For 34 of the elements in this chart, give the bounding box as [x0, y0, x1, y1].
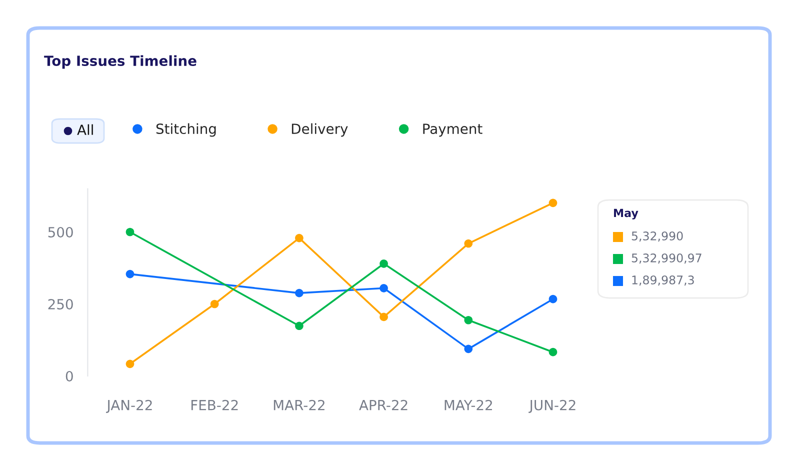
text: All: [77, 124, 93, 135]
point: [295, 322, 304, 330]
x-tick-label: JAN-22: [106, 400, 152, 413]
point: [295, 234, 304, 242]
point: [380, 260, 388, 268]
text: 5,32,990: [632, 231, 683, 242]
y-tick-label: 0: [66, 370, 73, 382]
x-tick-label: JUN-22: [528, 400, 576, 413]
point: [126, 270, 134, 278]
x-tick-label: MAR-22: [274, 400, 324, 410]
point: [126, 228, 134, 236]
point: [464, 316, 473, 324]
x-tick-label: APR-22: [359, 400, 408, 410]
legend-label: Payment: [423, 124, 482, 137]
point: [548, 198, 558, 208]
point: [548, 294, 558, 304]
x-tick-label: FEB-22: [191, 400, 238, 410]
chart-title: Top Issues Timeline: [44, 55, 196, 69]
y-tick-label: 500: [48, 226, 73, 238]
point: [380, 312, 388, 322]
text: May: [614, 208, 638, 220]
x-tick-label: MAY-22: [444, 400, 492, 410]
point: [464, 239, 473, 248]
text: 1,89,987,3: [632, 275, 694, 286]
legend-label: Stitching: [156, 123, 216, 137]
text: 5,32,990,97: [632, 253, 702, 264]
point: [464, 344, 473, 354]
y-tick-label: 250: [48, 298, 73, 310]
legend-label: Delivery: [292, 123, 348, 137]
point: [548, 348, 558, 356]
point: [295, 288, 304, 298]
point: [380, 284, 388, 292]
point: [126, 360, 134, 368]
point: [210, 300, 219, 308]
